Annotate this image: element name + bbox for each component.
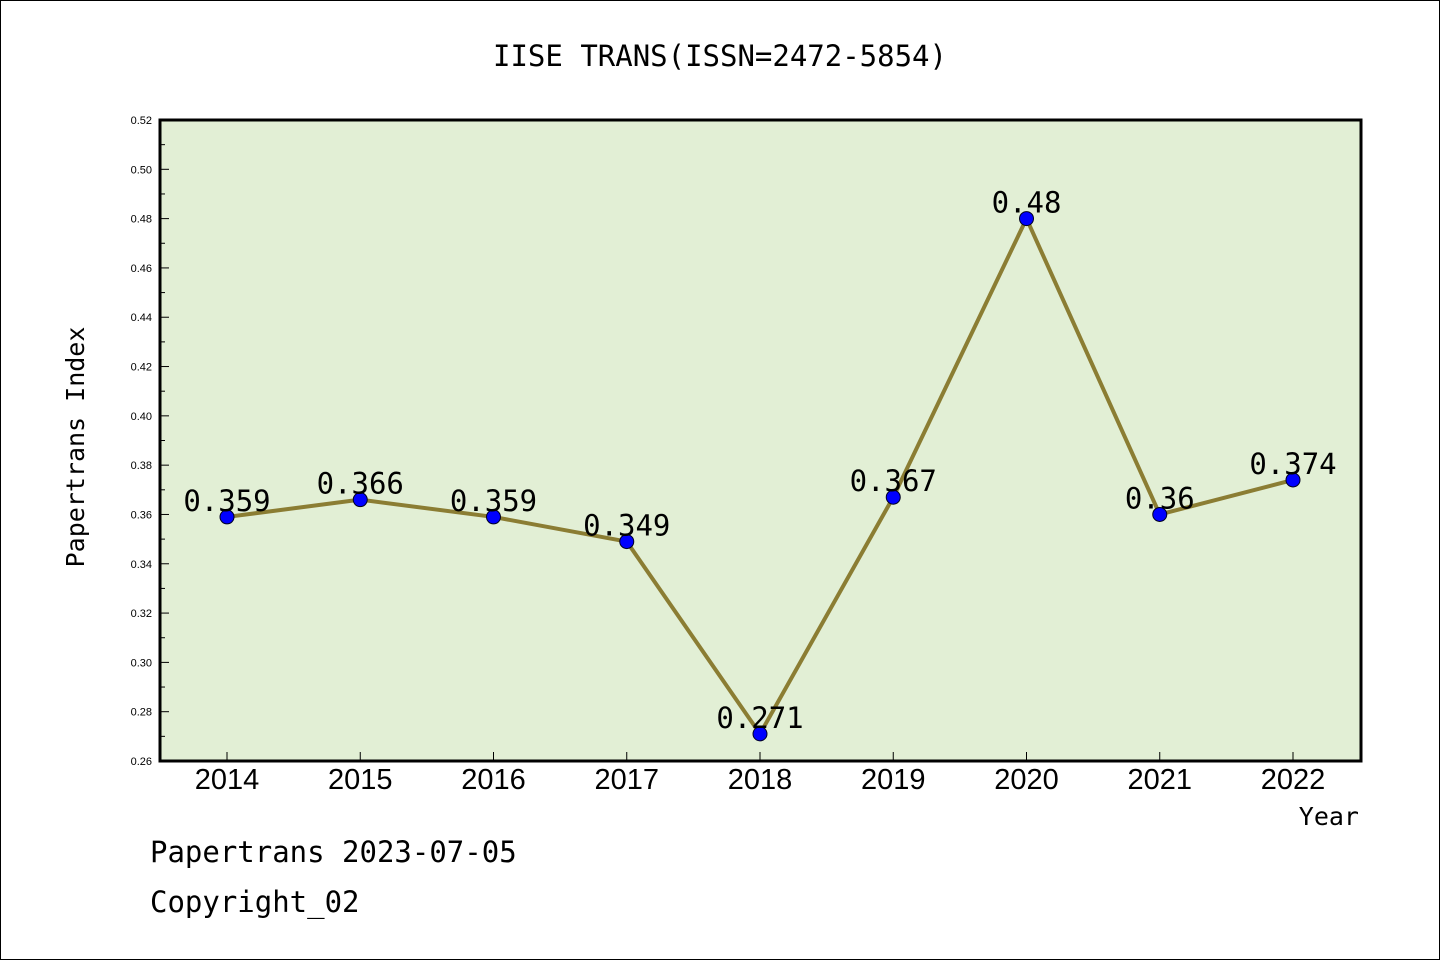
marker-group [219, 211, 1301, 742]
x-tick-label: 2021 [1127, 764, 1192, 796]
data-point-marker [752, 726, 768, 742]
series-line-segment [225, 497, 363, 519]
data-value-label: 0.366 [317, 467, 404, 501]
y-tick-label: 0.26 [131, 756, 152, 768]
footer-date-text: Papertrans 2023-07-05 [150, 835, 517, 869]
series-line-segment [1157, 477, 1295, 517]
x-tick-label: 2014 [195, 764, 260, 796]
data-point-marker [486, 509, 501, 525]
data-value-label: 0.359 [450, 484, 537, 518]
series-line-segment [358, 497, 496, 519]
y-tick-label: 0.52 [131, 115, 152, 127]
x-tick-label: 2015 [328, 764, 393, 796]
x-tick-label: 2017 [594, 764, 659, 796]
x-axis-label: Year [1299, 802, 1359, 831]
x-tick-label: 2022 [1261, 764, 1326, 796]
data-point-marker [1152, 506, 1168, 522]
series-line-segment [758, 495, 896, 736]
data-point-marker [1019, 211, 1034, 227]
footer-copyright-text: Copyright_02 [150, 885, 360, 919]
series-line-segment [891, 216, 1029, 500]
data-value-label: 0.367 [850, 464, 937, 498]
data-label-group: 0.359 0.366 0.359 0.349 0.271 0.367 0.48 0.36 0.… [183, 186, 1336, 735]
data-value-label: 0.48 [992, 186, 1062, 220]
data-value-label: 0.271 [716, 701, 803, 735]
y-tick-label: 0.34 [131, 559, 152, 571]
y-tick-label: 0.36 [131, 509, 152, 521]
y-tick-label: 0.38 [131, 460, 152, 472]
data-value-label: 0.36 [1125, 481, 1195, 515]
series-line-segment [624, 539, 762, 736]
data-value-label: 0.359 [183, 484, 270, 518]
series-line-group [225, 216, 1295, 736]
y-axis-label: Papertrans Index [61, 327, 90, 568]
plot-border [158, 118, 1363, 763]
y-tick-label: 0.32 [131, 608, 152, 620]
data-value-label: 0.374 [1249, 447, 1336, 481]
x-tick-label: 2018 [728, 764, 793, 796]
y-tick-label: 0.46 [131, 263, 152, 275]
data-point-marker [885, 489, 901, 505]
x-tick-label: 2019 [861, 764, 926, 796]
data-point-marker [219, 509, 235, 525]
chart-title: IISE TRANS(ISSN=2472-5854) [493, 39, 947, 73]
data-point-marker [619, 534, 635, 550]
y-tick-label: 0.50 [131, 164, 152, 176]
data-point-marker [1285, 472, 1301, 488]
plot-area [160, 120, 1361, 761]
data-point-marker [352, 492, 368, 508]
series-line-segment [1024, 216, 1162, 517]
y-tick-label: 0.30 [131, 657, 152, 669]
y-tick-label: 0.40 [131, 411, 152, 423]
y-tick-label: 0.28 [131, 707, 152, 719]
x-axis-ticks: 2014 2015 2016 2017 2018 2019 2020 2021 2022 [195, 752, 1326, 796]
series-line-segment [491, 514, 629, 544]
x-tick-label: 2020 [994, 764, 1059, 796]
data-value-label: 0.349 [583, 509, 670, 543]
x-tick-label: 2016 [461, 764, 526, 796]
y-tick-label: 0.48 [131, 214, 152, 226]
y-tick-label: 0.42 [131, 362, 152, 374]
y-tick-label: 0.44 [131, 312, 152, 324]
